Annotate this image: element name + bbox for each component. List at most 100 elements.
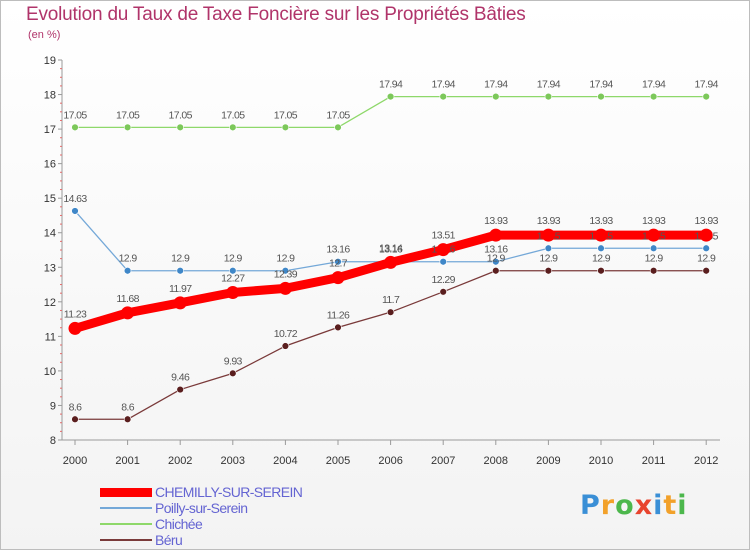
y-tick-label: 11 (45, 331, 56, 343)
data-label: 12.27 (221, 272, 245, 284)
data-label: 9.93 (224, 355, 243, 367)
data-point (334, 258, 342, 266)
data-point (226, 285, 240, 299)
data-label: 8.6 (121, 401, 135, 413)
data-point (173, 296, 187, 310)
data-label: 10.72 (274, 328, 298, 340)
logo-letter: x (634, 490, 654, 521)
data-point (436, 243, 450, 257)
data-point (176, 385, 184, 394)
proxiti-logo: Proxiti (580, 490, 688, 521)
y-tick-label: 8 (50, 435, 56, 447)
logo-letter: o (615, 490, 635, 521)
y-tick-label: 9 (50, 400, 56, 412)
data-point (176, 267, 184, 275)
x-tick-label: 2003 (221, 455, 245, 467)
x-tick-label: 2012 (694, 455, 718, 467)
y-tick-label: 14 (44, 228, 56, 240)
data-point (594, 228, 608, 242)
legend-label: CHEMILLY-SUR-SEREIN (155, 484, 303, 500)
legend-swatch (100, 523, 152, 525)
data-point (278, 281, 292, 295)
data-point (492, 92, 500, 101)
data-point (439, 288, 447, 296)
data-label: 14.63 (63, 193, 87, 205)
data-label: 17.94 (589, 79, 613, 91)
data-point (439, 92, 447, 101)
data-label: 13.93 (695, 215, 719, 227)
x-tick-label: 2011 (642, 455, 666, 467)
y-tick-label: 17 (44, 124, 56, 136)
logo-letter: i (653, 490, 664, 521)
logo-letter: i (677, 490, 688, 521)
data-point (597, 244, 605, 252)
y-tick-label: 12 (44, 297, 56, 309)
x-tick-label: 2009 (536, 455, 560, 467)
data-point (544, 244, 553, 252)
x-tick-label: 2010 (589, 455, 613, 467)
data-point (71, 123, 79, 132)
data-label: 17.94 (484, 79, 508, 91)
data-label: 12.7 (329, 258, 348, 270)
data-label: 12.9 (171, 253, 190, 265)
x-tick-label: 2006 (378, 455, 402, 467)
data-label: 17.05 (116, 109, 140, 121)
data-label: 12.9 (224, 253, 243, 265)
data-label: 13.93 (589, 215, 613, 227)
data-point (334, 323, 342, 332)
data-label: 9.46 (171, 372, 190, 384)
data-label: 8.6 (69, 401, 83, 413)
data-label: 17.94 (432, 79, 456, 91)
legend-swatch (100, 539, 152, 541)
data-label: 17.05 (63, 109, 87, 121)
data-label: 11.7 (382, 294, 400, 306)
data-point (489, 228, 503, 242)
data-point (702, 244, 710, 252)
legend-label: Chichée (155, 516, 203, 532)
data-label: 11.97 (169, 283, 192, 295)
data-point (649, 92, 658, 101)
y-tick-label: 18 (44, 90, 56, 102)
data-label: 13.16 (484, 244, 508, 256)
data-label: 13.14 (379, 242, 403, 254)
y-tick-label: 10 (44, 366, 56, 378)
data-label: 12.9 (487, 253, 506, 265)
legend-label: Poilly-sur-Serein (155, 500, 248, 516)
data-label: 12.29 (432, 274, 456, 286)
data-label: 13.16 (379, 244, 403, 256)
data-point (229, 267, 237, 275)
legend-label: Béru (155, 532, 183, 548)
y-tick-label: 16 (44, 159, 56, 171)
data-point (544, 92, 553, 101)
data-point (281, 342, 290, 350)
data-label: 12.9 (697, 253, 716, 265)
data-label: 17.94 (695, 79, 719, 91)
data-label: 13.93 (537, 215, 561, 227)
data-point (121, 306, 135, 320)
data-label: 17.05 (221, 109, 245, 121)
data-point (702, 92, 710, 101)
data-point (331, 271, 345, 285)
data-label: 12.9 (276, 253, 295, 265)
data-label: 12.39 (274, 268, 298, 280)
logo-letter: P (580, 490, 601, 521)
data-point (384, 255, 398, 269)
data-label: 12.9 (119, 253, 138, 265)
data-point (386, 308, 395, 316)
data-point (68, 321, 82, 335)
data-point (647, 228, 661, 242)
data-point (229, 369, 237, 378)
x-tick-label: 2005 (326, 455, 350, 467)
data-point (176, 123, 184, 132)
x-tick-label: 2000 (63, 455, 87, 467)
data-label: 17.05 (326, 109, 350, 121)
data-point (71, 415, 79, 423)
data-point (123, 415, 132, 423)
data-point (544, 267, 553, 275)
legend-swatch (100, 488, 152, 497)
data-label: 11.68 (116, 293, 139, 305)
data-point (702, 267, 710, 275)
data-point (597, 267, 605, 275)
data-label: 11.23 (64, 308, 87, 320)
